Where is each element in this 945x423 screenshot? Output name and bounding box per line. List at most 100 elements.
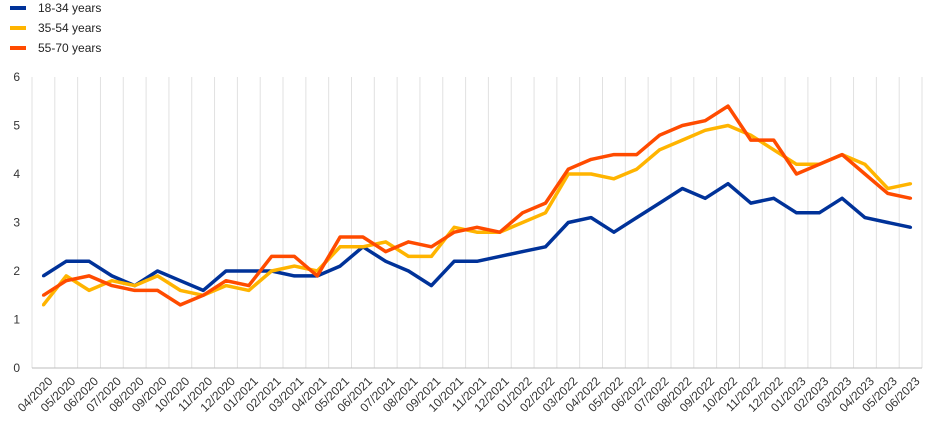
data-point: [361, 245, 365, 249]
data-point: [156, 288, 160, 292]
data-point: [794, 172, 798, 176]
data-point: [840, 196, 844, 200]
data-point: [41, 303, 45, 307]
data-point: [543, 245, 547, 249]
data-point: [863, 162, 867, 166]
data-point: [384, 259, 388, 263]
data-point: [201, 293, 205, 297]
data-point: [407, 254, 411, 258]
data-point: [247, 284, 251, 288]
data-point: [498, 230, 502, 234]
data-point: [41, 274, 45, 278]
data-point: [87, 259, 91, 263]
y-tick-label: 1: [13, 313, 20, 327]
data-point: [909, 182, 913, 186]
data-point: [452, 230, 456, 234]
y-tick-label: 3: [13, 216, 20, 230]
data-point: [612, 153, 616, 157]
data-point: [566, 221, 570, 224]
data-point: [475, 230, 479, 234]
data-point: [429, 245, 433, 249]
data-point: [292, 254, 296, 258]
data-point: [270, 269, 274, 273]
data-point: [156, 269, 160, 273]
data-point: [110, 274, 114, 278]
data-point: [292, 274, 296, 278]
data-point: [772, 138, 776, 142]
data-point: [886, 187, 890, 191]
data-point: [658, 201, 662, 205]
data-point: [452, 259, 456, 263]
data-point: [840, 153, 844, 157]
series-lines: [41, 104, 913, 307]
data-point: [292, 264, 296, 268]
data-point: [886, 221, 890, 224]
data-point: [247, 269, 251, 273]
data-point: [407, 240, 411, 244]
data-point: [817, 162, 821, 166]
y-tick-label: 0: [13, 361, 20, 375]
data-point: [133, 284, 137, 288]
data-point: [498, 254, 502, 258]
legend-swatch-18-34: [10, 6, 26, 10]
legend-label-55-70: 55-70 years: [38, 41, 102, 55]
data-point: [749, 201, 753, 205]
data-point: [612, 177, 616, 181]
data-point: [863, 172, 867, 176]
data-point: [521, 250, 525, 254]
data-point: [726, 104, 730, 108]
data-point: [589, 216, 593, 220]
data-point: [726, 124, 730, 127]
data-point: [635, 167, 639, 171]
series-line-3: [42, 104, 911, 307]
data-point: [87, 288, 91, 292]
legend-label-35-54: 35-54 years: [38, 21, 102, 35]
data-point: [224, 279, 228, 283]
data-point: [384, 250, 388, 254]
data-point: [361, 235, 365, 239]
data-point: [543, 211, 547, 215]
data-point: [680, 124, 684, 127]
data-point: [338, 245, 342, 249]
y-tick-label: 6: [13, 70, 20, 84]
data-point: [703, 196, 707, 200]
data-point: [863, 216, 867, 220]
data-point: [886, 191, 890, 195]
data-point: [772, 148, 776, 152]
data-point: [178, 279, 182, 283]
data-point: [224, 284, 228, 288]
data-point: [772, 196, 776, 200]
data-point: [612, 230, 616, 234]
data-point: [429, 254, 433, 258]
data-point: [635, 216, 639, 220]
y-tick-label: 2: [13, 264, 20, 278]
data-point: [156, 274, 160, 278]
data-point: [909, 225, 913, 229]
data-point: [178, 303, 182, 307]
data-point: [110, 279, 114, 283]
data-point: [726, 182, 730, 186]
data-point: [87, 274, 91, 278]
data-point: [407, 269, 411, 273]
data-point: [566, 167, 570, 171]
y-tick-label: 4: [13, 167, 20, 181]
data-point: [794, 211, 798, 215]
data-point: [658, 148, 662, 152]
legend-label-18-34: 18-34 years: [38, 1, 102, 15]
x-axis: 04/202005/202006/202007/202008/202009/20…: [15, 374, 923, 415]
grid-lines: [31, 77, 923, 369]
data-point: [178, 288, 182, 292]
data-point: [452, 225, 456, 229]
data-point: [543, 201, 547, 205]
data-point: [64, 274, 68, 278]
series-line-1: [42, 181, 911, 293]
data-point: [133, 288, 137, 292]
data-point: [589, 172, 593, 176]
data-point: [475, 225, 479, 229]
data-point: [521, 211, 525, 215]
data-point: [224, 269, 228, 273]
data-point: [680, 138, 684, 142]
data-point: [64, 259, 68, 263]
data-point: [384, 240, 388, 244]
